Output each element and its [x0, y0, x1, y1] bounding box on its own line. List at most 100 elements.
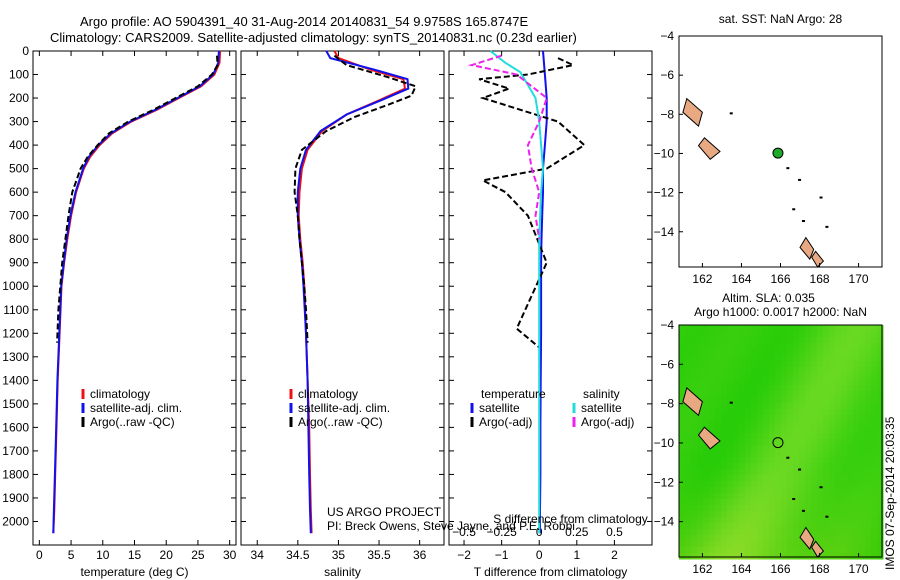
- sla-cell: [835, 373, 842, 380]
- sla-cell: [721, 361, 728, 368]
- sla-cell: [793, 463, 800, 470]
- sla-cell: [853, 517, 860, 524]
- sla-cell: [871, 385, 878, 392]
- sla-cell: [745, 481, 752, 488]
- islet-mark: [801, 220, 805, 223]
- sla-cell: [793, 535, 800, 542]
- sla-cell: [799, 397, 806, 404]
- sla-cell: [811, 433, 818, 440]
- sla-cell: [769, 415, 776, 422]
- sla-cell: [817, 535, 824, 542]
- sla-cell: [805, 355, 812, 362]
- sla-cell: [703, 529, 710, 536]
- sla-cell: [721, 403, 728, 410]
- t-y-tick-label: 900: [9, 256, 29, 270]
- sla-cell: [817, 529, 824, 536]
- sla-cell: [781, 349, 788, 356]
- sla-cell: [781, 367, 788, 374]
- sla-cell: [853, 469, 860, 476]
- sla-cell: [817, 481, 824, 488]
- sla-cell: [745, 499, 752, 506]
- sla-cell: [817, 457, 824, 464]
- sla-cell: [733, 421, 740, 428]
- sla-cell: [751, 499, 758, 506]
- sla-cell: [877, 409, 884, 416]
- sla-cell: [715, 547, 722, 554]
- sla-cell: [877, 529, 884, 536]
- sla-cell: [835, 529, 842, 536]
- sla-cell: [739, 379, 746, 386]
- sla-cell: [769, 397, 776, 404]
- sla-cell: [757, 535, 764, 542]
- sla-cell: [685, 355, 692, 362]
- t-legend-label: satellite-adj. clim.: [90, 401, 182, 415]
- sla-cell: [859, 487, 866, 494]
- sla-cell: [853, 487, 860, 494]
- sla-cell: [769, 421, 776, 428]
- t-x-tick-label: 20: [160, 548, 174, 562]
- sla-cell: [805, 463, 812, 470]
- islet-mark: [792, 498, 796, 501]
- sla-cell: [823, 361, 830, 368]
- islet-mark: [729, 401, 733, 404]
- sla-cell: [799, 523, 806, 530]
- sla-cell: [751, 487, 758, 494]
- sla-cell: [703, 379, 710, 386]
- sla-cell: [775, 367, 782, 374]
- sla-cell: [811, 487, 818, 494]
- sla-cell: [823, 469, 830, 476]
- sla-cell: [751, 397, 758, 404]
- sla-cell: [853, 355, 860, 362]
- sla-cell: [835, 385, 842, 392]
- sla-cell: [841, 457, 848, 464]
- sla-cell: [805, 511, 812, 518]
- sla-cell: [841, 433, 848, 440]
- sla-cell: [691, 517, 698, 524]
- sla-cell: [829, 367, 836, 374]
- sla-cell: [679, 325, 686, 332]
- sla-cell: [769, 481, 776, 488]
- sla-cell: [793, 373, 800, 380]
- sla-cell: [727, 511, 734, 518]
- sla-cell: [745, 529, 752, 536]
- sla-cell: [703, 421, 710, 428]
- sla-cell: [787, 349, 794, 356]
- sla-cell: [817, 337, 824, 344]
- sla-cell: [697, 469, 704, 476]
- sla-cell: [769, 409, 776, 416]
- sla-cell: [787, 517, 794, 524]
- sla-cell: [679, 487, 686, 494]
- sla-cell: [787, 475, 794, 482]
- sla-cell: [697, 409, 704, 416]
- sla-cell: [715, 349, 722, 356]
- sla-cell: [859, 385, 866, 392]
- sla-cell: [781, 355, 788, 362]
- sla-cell: [787, 505, 794, 512]
- sla-cell: [751, 451, 758, 458]
- sla-cell: [847, 337, 854, 344]
- sla-cell: [709, 499, 716, 506]
- sla-cell: [841, 373, 848, 380]
- sla-cell: [751, 343, 758, 350]
- sla-cell: [745, 367, 752, 374]
- sla-cell: [763, 529, 770, 536]
- m2-x-tick-label: 168: [810, 562, 830, 576]
- sla-cell: [811, 469, 818, 476]
- sla-cell: [775, 469, 782, 476]
- sla-cell: [763, 505, 770, 512]
- islet-mark: [819, 196, 823, 199]
- sla-cell: [775, 535, 782, 542]
- sla-cell: [877, 331, 884, 338]
- sla-cell: [745, 379, 752, 386]
- sla-cell: [811, 463, 818, 470]
- sla-cell: [823, 535, 830, 542]
- sla-cell: [697, 505, 704, 512]
- sla-cell: [817, 325, 824, 332]
- sla-cell: [847, 367, 854, 374]
- sla-cell: [793, 361, 800, 368]
- sla-cell: [793, 367, 800, 374]
- sla-cell: [715, 427, 722, 434]
- sla-cell: [709, 511, 716, 518]
- sla-cell: [871, 469, 878, 476]
- sla-cell: [829, 325, 836, 332]
